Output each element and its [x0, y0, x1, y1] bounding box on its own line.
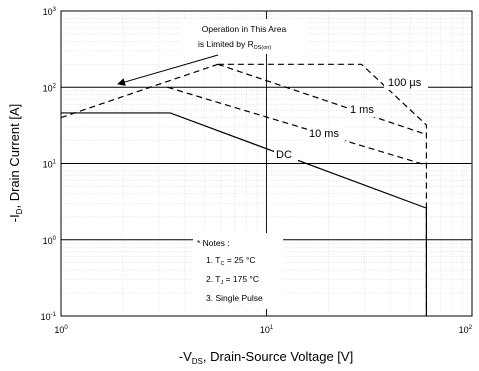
rdson-annotation: Operation in This Area is Limited by RDS… — [117, 19, 307, 86]
label-10ms: 10 ms — [309, 128, 339, 140]
notes-title: * Notes : — [197, 238, 230, 248]
y-tick-label: 102 — [43, 83, 57, 93]
label-100us-bg — [384, 73, 428, 90]
rdson-annotation-line2: is Limited by RDS(on) — [198, 39, 271, 51]
y-tick-label: 100 — [43, 236, 57, 246]
y-tick-label: 103 — [43, 7, 57, 17]
label-10ms-bg — [307, 125, 345, 141]
y-tick-label: 101 — [43, 160, 57, 170]
y-axis-label: -ID, Drain Current [A] — [7, 104, 24, 223]
plot-frame — [60, 10, 473, 317]
x-tick-label: 100 — [54, 325, 68, 335]
series-line — [167, 86, 427, 166]
notes-box-bg — [193, 233, 283, 309]
rdson-annotation-line1: Operation in This Area — [202, 24, 287, 34]
note-2: 2. TJ = 175 °C — [206, 274, 259, 286]
label-1ms-bg — [348, 101, 378, 117]
notes-box: * Notes : 1. TC = 25 °C 2. TJ = 175 °C 3… — [193, 233, 283, 309]
label-dc-bg — [274, 146, 298, 162]
series-line — [61, 63, 219, 119]
series-line — [61, 112, 428, 316]
note-1: 1. TC = 25 °C — [206, 255, 256, 267]
y-tick-label: 10-1 — [41, 312, 57, 322]
note-3: 3. Single Pulse — [206, 293, 263, 303]
series-line — [217, 63, 428, 316]
x-axis-label: -VDS, Drain-Source Voltage [V] — [179, 349, 353, 366]
tick-layer: 100 101 102 10-1 100 101 102 103 — [41, 7, 473, 335]
label-100us: 100 µs — [388, 77, 422, 89]
label-1ms: 1 ms — [350, 104, 374, 116]
series-layer — [61, 63, 428, 316]
x-tick-label: 101 — [260, 325, 274, 335]
rdson-annotation-arrow — [117, 54, 219, 86]
rdson-annotation-box — [180, 19, 307, 54]
x-tick-label: 102 — [459, 325, 473, 335]
series-line — [217, 63, 427, 136]
label-dc: DC — [276, 149, 292, 161]
